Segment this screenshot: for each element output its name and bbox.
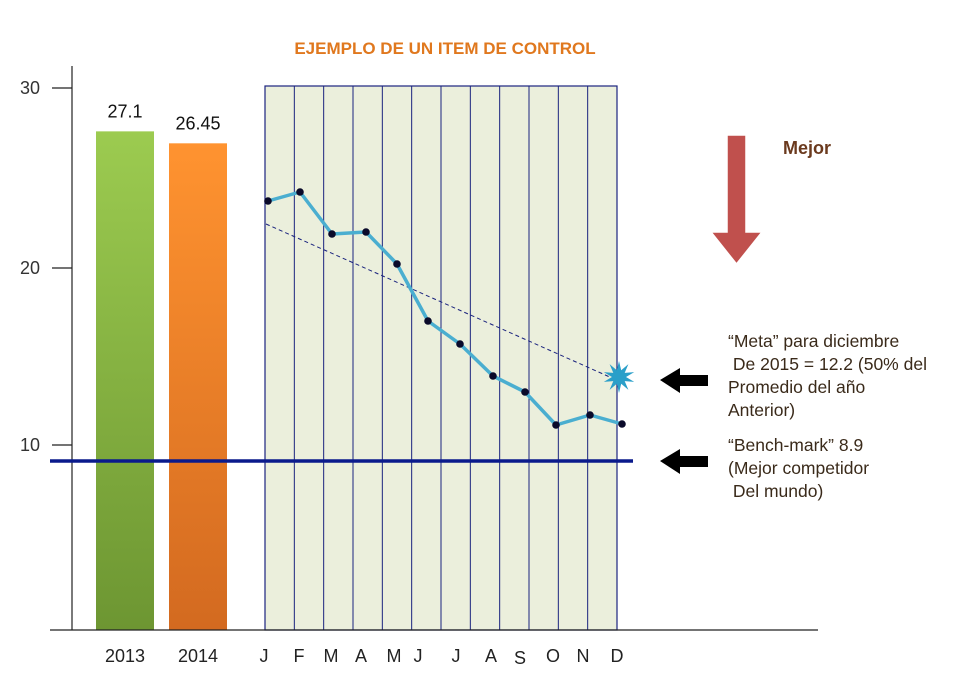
y-tick-label: 20 — [20, 258, 40, 278]
month-tick-label: J — [414, 646, 423, 666]
month-tick-label: J — [260, 646, 269, 666]
meta-note-line: Promedio del año — [728, 377, 865, 397]
meta-pointer-arrow-icon — [660, 368, 708, 393]
month-tick-label: S — [514, 648, 526, 668]
benchmark-note-line: Del mundo) — [728, 481, 823, 501]
axes: 30 20 10 — [20, 66, 818, 631]
month-tick-label: M — [387, 646, 402, 666]
monthly-data-point — [618, 420, 626, 428]
month-tick-label: N — [577, 646, 590, 666]
benchmark-note-line: (Mejor competidor — [728, 458, 869, 478]
month-tick-label: O — [546, 646, 560, 666]
monthly-series — [264, 188, 626, 429]
monthly-data-point — [456, 340, 464, 348]
month-tick-label: A — [355, 646, 367, 666]
monthly-series-line — [267, 190, 623, 427]
chart-title: EJEMPLO DE UN ITEM DE CONTROL — [294, 39, 595, 58]
month-tick-label: F — [294, 646, 305, 666]
annual-bars: 27.1 2013 26.45 2014 — [96, 101, 227, 666]
monthly-data-point — [424, 317, 432, 325]
month-tick-label: D — [611, 646, 624, 666]
monthly-data-point — [264, 197, 272, 205]
annual-bar-category-label: 2013 — [105, 646, 145, 666]
annual-bar — [96, 131, 154, 631]
annual-bar — [169, 143, 227, 630]
annual-bar-value-label: 26.45 — [175, 113, 220, 133]
goal-marker — [603, 361, 635, 393]
y-tick-label: 30 — [20, 78, 40, 98]
meta-note-line: De 2015 = 12.2 (50% del — [728, 354, 927, 374]
monthly-data-point — [296, 188, 304, 196]
meta-note: “Meta” para diciembre De 2015 = 12.2 (50… — [728, 331, 932, 420]
monthly-data-point — [393, 260, 401, 268]
annual-bar-category-label: 2014 — [178, 646, 218, 666]
annual-bar-value-label: 27.1 — [107, 101, 142, 121]
monthly-data-point — [586, 411, 594, 419]
meta-note-line: “Meta” para diciembre — [728, 331, 899, 351]
monthly-data-point — [362, 228, 370, 236]
goal-starburst-icon — [603, 361, 635, 393]
y-tick-label: 10 — [20, 435, 40, 455]
benchmark-pointer-arrow-icon — [660, 449, 708, 474]
benchmark-note-line: “Bench-mark” 8.9 — [728, 435, 863, 455]
month-tick-label: J — [452, 646, 461, 666]
monthly-data-point — [489, 372, 497, 380]
monthly-data-point — [521, 388, 529, 396]
direction-label: Mejor — [783, 138, 831, 158]
monthly-data-point — [552, 421, 560, 429]
meta-note-line: Anterior) — [728, 400, 795, 420]
monthly-data-point — [328, 230, 336, 238]
month-tick-label: A — [485, 646, 497, 666]
month-tick-label: M — [324, 646, 339, 666]
better-direction-arrow-icon — [709, 134, 764, 266]
trend-line — [265, 223, 613, 379]
benchmark-note: “Bench-mark” 8.9 (Mejor competidor Del m… — [728, 435, 874, 501]
monthly-band — [264, 85, 618, 631]
